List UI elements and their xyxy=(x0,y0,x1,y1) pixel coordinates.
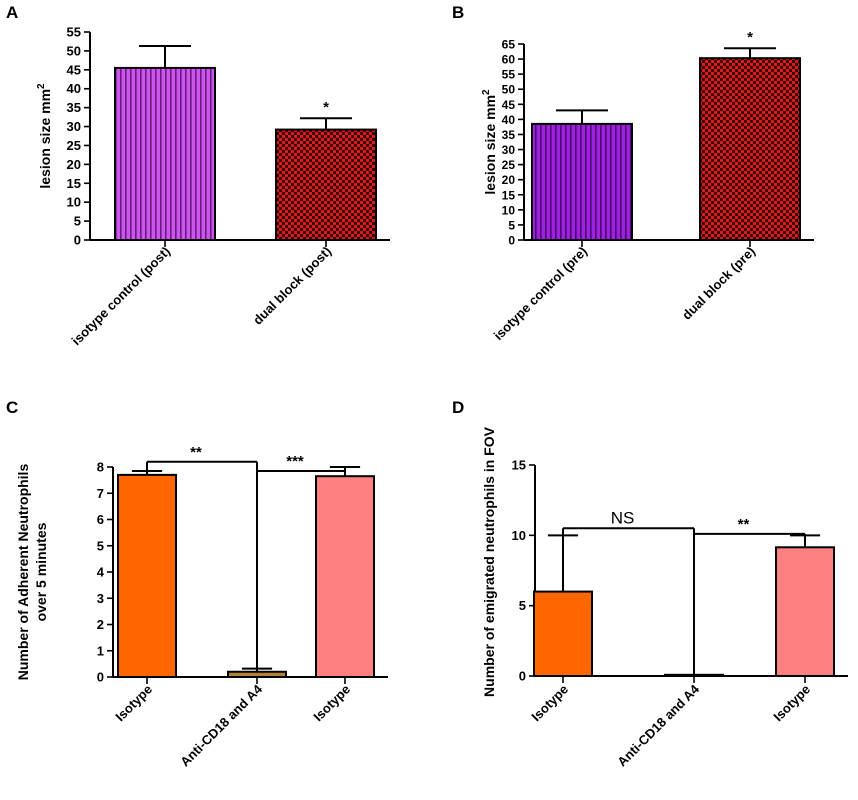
category-label-1: isotype control (pre) xyxy=(491,244,590,343)
y-tick-label: 10 xyxy=(512,528,526,543)
y-tick-label: 45 xyxy=(67,62,81,77)
y-tick-label: 5 xyxy=(508,218,515,232)
chart-panel-d: D 0 5 10 15 Number of emigrated neutrophils i… xyxy=(452,398,848,769)
y-tick-label: 7 xyxy=(97,486,104,501)
y-axis-label-line1: Number of Adherent Neutrophils xyxy=(15,464,31,681)
y-tick-label: 10 xyxy=(502,203,516,217)
y-tick-label: 10 xyxy=(67,195,81,210)
chart-panel-a: A 0 5 10 15 20 25 30 35 40 45 50 55 lesion size mm2 is… xyxy=(6,3,390,348)
bracket-label-2: ** xyxy=(738,516,750,533)
bar-2 xyxy=(699,57,801,242)
category-label-2: dual block (post) xyxy=(250,244,334,328)
panel-letter: B xyxy=(452,3,464,22)
panel-letter: A xyxy=(6,3,18,22)
y-tick-label: 30 xyxy=(502,143,516,157)
y-tick-label: 3 xyxy=(97,591,104,606)
panel-letter: C xyxy=(6,398,18,417)
y-tick-label: 2 xyxy=(97,617,104,632)
y-tick-label: 40 xyxy=(502,113,516,127)
y-tick-label: 35 xyxy=(502,128,516,142)
y-tick-label: 35 xyxy=(67,100,81,115)
y-tick-label: 30 xyxy=(67,119,81,134)
y-tick-label: 0 xyxy=(508,234,515,248)
y-tick-label: 55 xyxy=(67,25,81,40)
y-tick-label: 20 xyxy=(502,173,516,187)
panel-letter: D xyxy=(452,398,464,417)
y-tick-label: 5 xyxy=(97,538,104,553)
category-label-2: dual block (pre) xyxy=(679,244,758,323)
chart-panel-c: C 0 1 2 3 4 5 6 7 8 Number of Adherent Neutrophils… xyxy=(6,398,388,769)
y-tick-label: 25 xyxy=(502,158,516,172)
category-label-3: Isotype xyxy=(770,682,813,725)
y-axis-label: lesion size mm2 xyxy=(481,89,498,195)
bar-1 xyxy=(533,590,593,677)
category-label-1: Isotype xyxy=(528,682,571,725)
y-tick-label: 15 xyxy=(512,458,526,473)
y-axis-label-text: Number of emigrated neutrophils in FOV xyxy=(481,426,497,697)
y-axis-label: Number of emigrated neutrophils in FOV xyxy=(481,426,497,697)
y-tick-label: 1 xyxy=(97,643,104,658)
y-axis-label-text: lesion size mm xyxy=(482,95,498,195)
y-tick-label: 0 xyxy=(74,233,81,248)
category-label-3: Isotype xyxy=(310,682,353,725)
bracket-label-1: ** xyxy=(190,444,202,461)
y-tick-label: 65 xyxy=(502,38,516,52)
y-axis-label-text: lesion size mm xyxy=(37,89,53,189)
y-axis-label-line2: over 5 minutes xyxy=(33,522,49,621)
y-axis-label-superscript: 2 xyxy=(36,83,47,89)
y-tick-label: 45 xyxy=(502,98,516,112)
category-label-1: Isotype xyxy=(112,682,155,725)
bar-3 xyxy=(315,475,375,678)
y-tick-label: 55 xyxy=(502,68,516,82)
y-tick-label: 4 xyxy=(97,565,105,580)
y-tick-label: 25 xyxy=(67,138,81,153)
y-tick-label: 5 xyxy=(74,214,81,229)
y-tick-label: 15 xyxy=(67,176,81,191)
y-tick-label: 15 xyxy=(502,188,516,202)
y-tick-label: 6 xyxy=(97,512,104,527)
y-axis-label-superscript: 2 xyxy=(481,89,492,95)
bracket-label-2: *** xyxy=(286,453,304,470)
y-tick-label: 5 xyxy=(519,598,526,613)
y-axis-label: lesion size mm2 xyxy=(36,83,53,189)
bar-1 xyxy=(531,122,633,241)
y-tick-label: 0 xyxy=(97,670,104,685)
y-tick-label: 40 xyxy=(67,81,81,96)
y-tick-label: 50 xyxy=(502,83,516,97)
y-tick-label: 20 xyxy=(67,157,81,172)
y-tick-label: 60 xyxy=(502,53,516,67)
bar-2 xyxy=(275,128,377,241)
significance-marker-2: * xyxy=(747,29,753,46)
category-label-1: isotype control (post) xyxy=(69,244,174,349)
bar-1 xyxy=(117,473,177,678)
y-tick-label: 8 xyxy=(97,460,104,475)
bar-2 xyxy=(227,670,287,678)
y-tick-label: 0 xyxy=(519,669,526,684)
bar-3 xyxy=(775,546,835,677)
y-tick-label: 50 xyxy=(67,43,81,58)
category-label-2: Anti-CD18 and A4 xyxy=(177,681,265,769)
category-label-2: Anti-CD18 and A4 xyxy=(614,681,702,769)
bracket-label-1: NS xyxy=(611,508,635,527)
significance-marker-2: * xyxy=(323,99,329,116)
bar-1 xyxy=(114,66,216,241)
